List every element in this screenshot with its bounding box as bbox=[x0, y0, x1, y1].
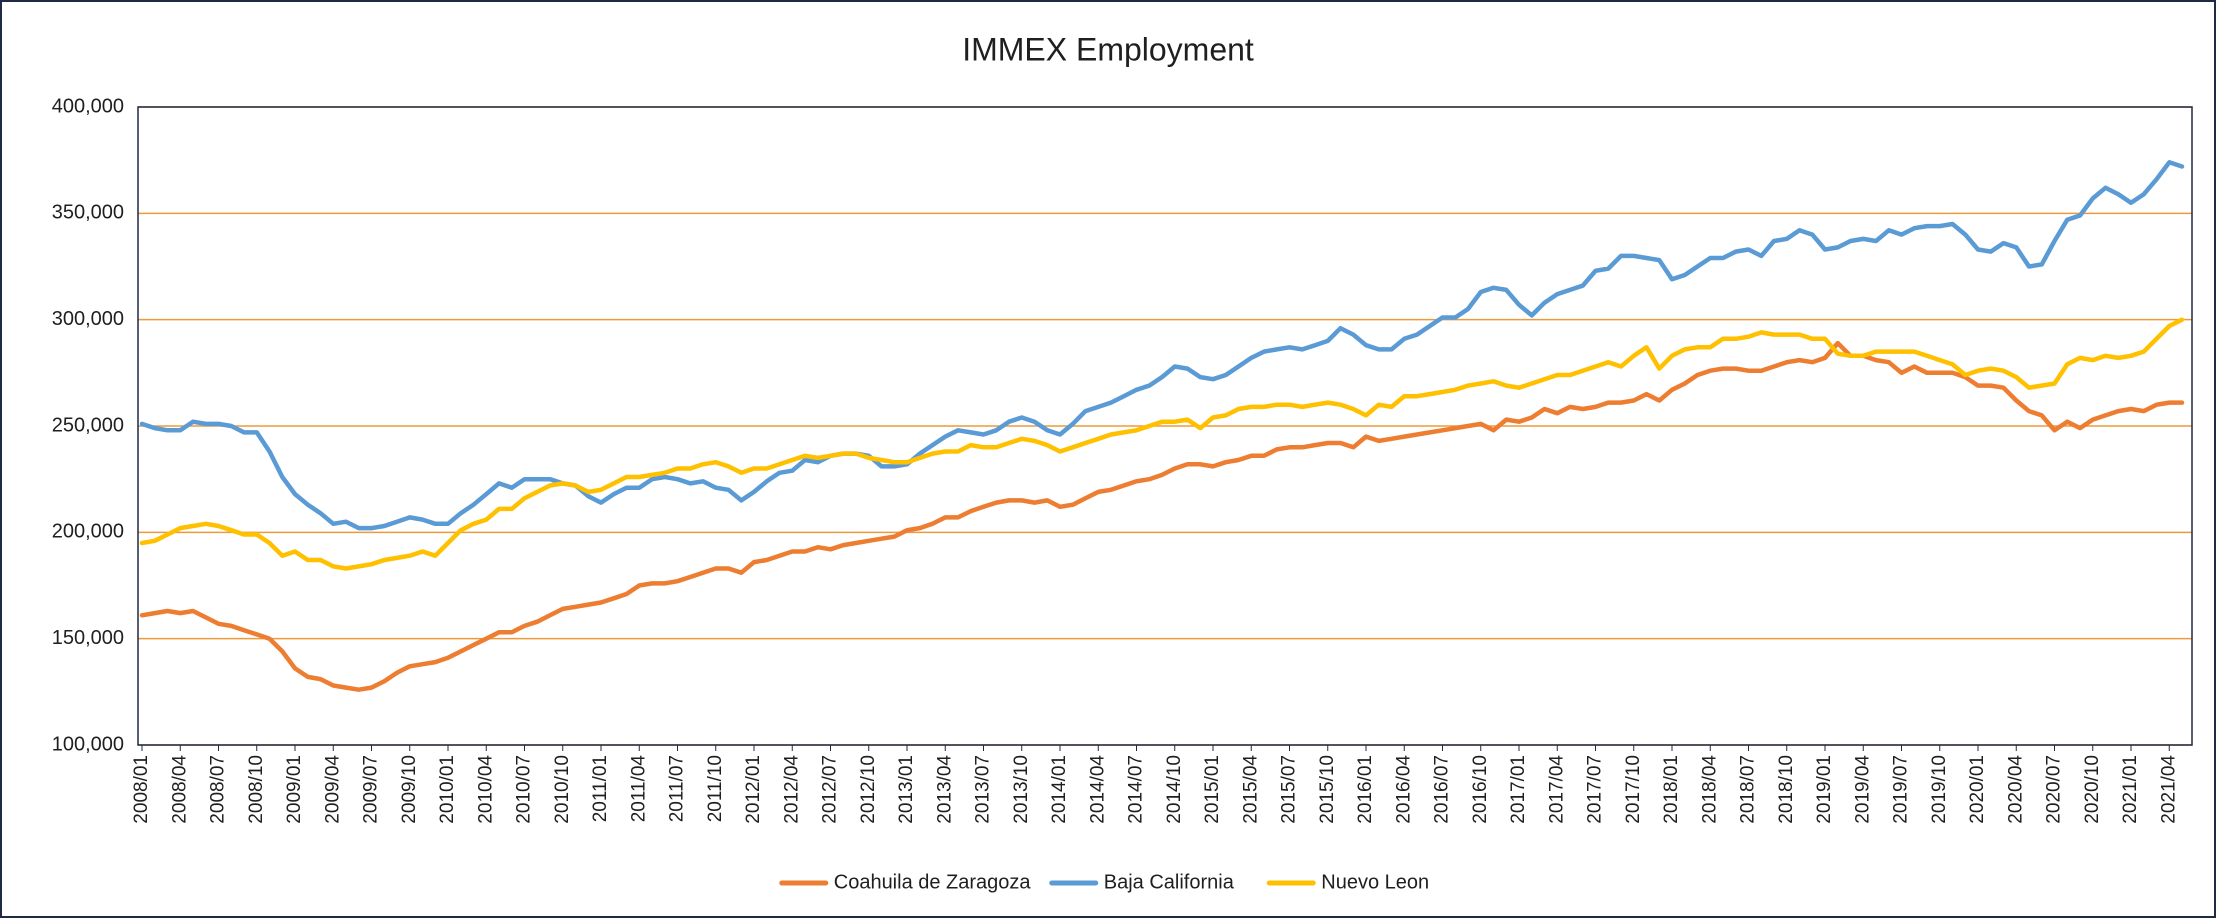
series-line bbox=[139, 160, 2185, 531]
x-tick-label: 2016/10 bbox=[1470, 755, 1491, 824]
x-tick-label: 2018/07 bbox=[1738, 755, 1759, 824]
x-tick-label: 2021/01 bbox=[2120, 755, 2141, 824]
x-tick-label: 2017/04 bbox=[1546, 755, 1567, 824]
x-tick-label: 2012/01 bbox=[743, 755, 764, 824]
legend-label: Nuevo Leon bbox=[1321, 871, 1429, 893]
x-tick-label: 2019/10 bbox=[1929, 755, 1950, 824]
x-tick-label: 2018/10 bbox=[1776, 755, 1797, 824]
x-tick-label: 2014/10 bbox=[1164, 755, 1185, 824]
x-tick-label: 2019/07 bbox=[1891, 755, 1912, 824]
x-tick-label: 2013/10 bbox=[1011, 755, 1032, 824]
x-tick-label: 2008/10 bbox=[246, 755, 267, 824]
x-tick-label: 2011/04 bbox=[628, 755, 649, 823]
x-tick-label: 2011/01 bbox=[590, 755, 611, 822]
x-tick-label: 2016/01 bbox=[1355, 755, 1376, 824]
x-tick-label: 2020/04 bbox=[2005, 755, 2026, 824]
x-tick-label: 2018/01 bbox=[1661, 755, 1682, 824]
x-tick-label: 2011/10 bbox=[705, 755, 726, 822]
x-tick-label: 2016/04 bbox=[1393, 755, 1414, 824]
x-tick-label: 2020/01 bbox=[1967, 755, 1988, 824]
x-tick-label: 2012/07 bbox=[820, 755, 841, 824]
legend-label: Baja California bbox=[1104, 871, 1235, 893]
x-tick-label: 2012/04 bbox=[781, 755, 802, 824]
y-tick-label: 250,000 bbox=[52, 414, 124, 436]
x-tick-label: 2010/10 bbox=[552, 755, 573, 824]
x-tick-label: 2008/04 bbox=[169, 755, 190, 824]
x-tick-label: 2010/04 bbox=[475, 755, 496, 824]
x-tick-label: 2012/10 bbox=[858, 755, 879, 824]
x-tick-label: 2013/04 bbox=[934, 755, 955, 824]
x-tick-label: 2014/01 bbox=[1049, 755, 1070, 824]
plot-frame bbox=[137, 106, 2193, 746]
x-tick-label: 2018/04 bbox=[1699, 755, 1720, 824]
y-tick-label: 400,000 bbox=[52, 95, 124, 117]
x-tick-label: 2010/01 bbox=[437, 755, 458, 824]
x-tick-label: 2015/04 bbox=[1240, 755, 1261, 824]
x-tick-label: 2009/01 bbox=[284, 755, 305, 824]
y-tick-label: 100,000 bbox=[52, 733, 124, 755]
x-tick-label: 2013/01 bbox=[896, 755, 917, 824]
x-tick-label: 2016/07 bbox=[1432, 755, 1453, 824]
x-tick-label: 2015/07 bbox=[1279, 755, 1300, 824]
y-tick-label: 150,000 bbox=[52, 627, 124, 649]
y-tick-label: 350,000 bbox=[52, 202, 124, 224]
series-line bbox=[139, 317, 2185, 571]
y-tick-label: 300,000 bbox=[52, 308, 124, 330]
x-tick-label: 2009/10 bbox=[399, 755, 420, 824]
x-tick-label: 2017/10 bbox=[1623, 755, 1644, 824]
series-line bbox=[139, 340, 2185, 692]
chart-title: IMMEX Employment bbox=[962, 31, 1254, 67]
x-tick-label: 2019/01 bbox=[1814, 755, 1835, 824]
x-tick-label: 2014/07 bbox=[1126, 755, 1147, 824]
legend-label: Coahuila de Zaragoza bbox=[834, 871, 1032, 893]
x-tick-label: 2013/07 bbox=[973, 755, 994, 824]
x-tick-label: 2019/04 bbox=[1852, 755, 1873, 824]
x-tick-label: 2015/10 bbox=[1317, 755, 1338, 824]
x-tick-label: 2017/07 bbox=[1585, 755, 1606, 824]
x-tick-label: 2014/04 bbox=[1087, 755, 1108, 824]
x-tick-label: 2021/04 bbox=[2158, 755, 2179, 824]
x-tick-label: 2009/04 bbox=[322, 755, 343, 824]
y-tick-label: 200,000 bbox=[52, 521, 124, 543]
x-tick-label: 2020/10 bbox=[2082, 755, 2103, 824]
x-tick-label: 2008/07 bbox=[208, 755, 229, 824]
x-tick-label: 2015/01 bbox=[1202, 755, 1223, 824]
x-tick-label: 2009/07 bbox=[361, 755, 382, 824]
x-tick-label: 2008/01 bbox=[131, 755, 152, 824]
x-tick-label: 2020/07 bbox=[2044, 755, 2065, 824]
x-tick-label: 2010/07 bbox=[514, 755, 535, 824]
x-tick-label: 2011/07 bbox=[667, 755, 688, 822]
x-tick-label: 2017/01 bbox=[1508, 755, 1529, 824]
